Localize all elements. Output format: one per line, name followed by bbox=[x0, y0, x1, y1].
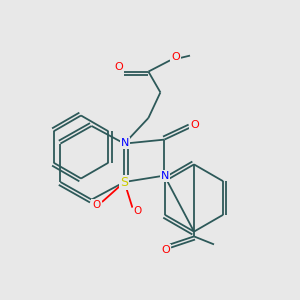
Text: O: O bbox=[161, 245, 170, 255]
Text: O: O bbox=[190, 120, 199, 130]
Text: O: O bbox=[92, 200, 101, 210]
Text: O: O bbox=[114, 62, 123, 72]
Text: N: N bbox=[121, 138, 129, 148]
Text: S: S bbox=[120, 176, 128, 189]
Text: O: O bbox=[171, 52, 180, 62]
Text: N: N bbox=[161, 171, 169, 181]
Text: O: O bbox=[134, 206, 142, 216]
